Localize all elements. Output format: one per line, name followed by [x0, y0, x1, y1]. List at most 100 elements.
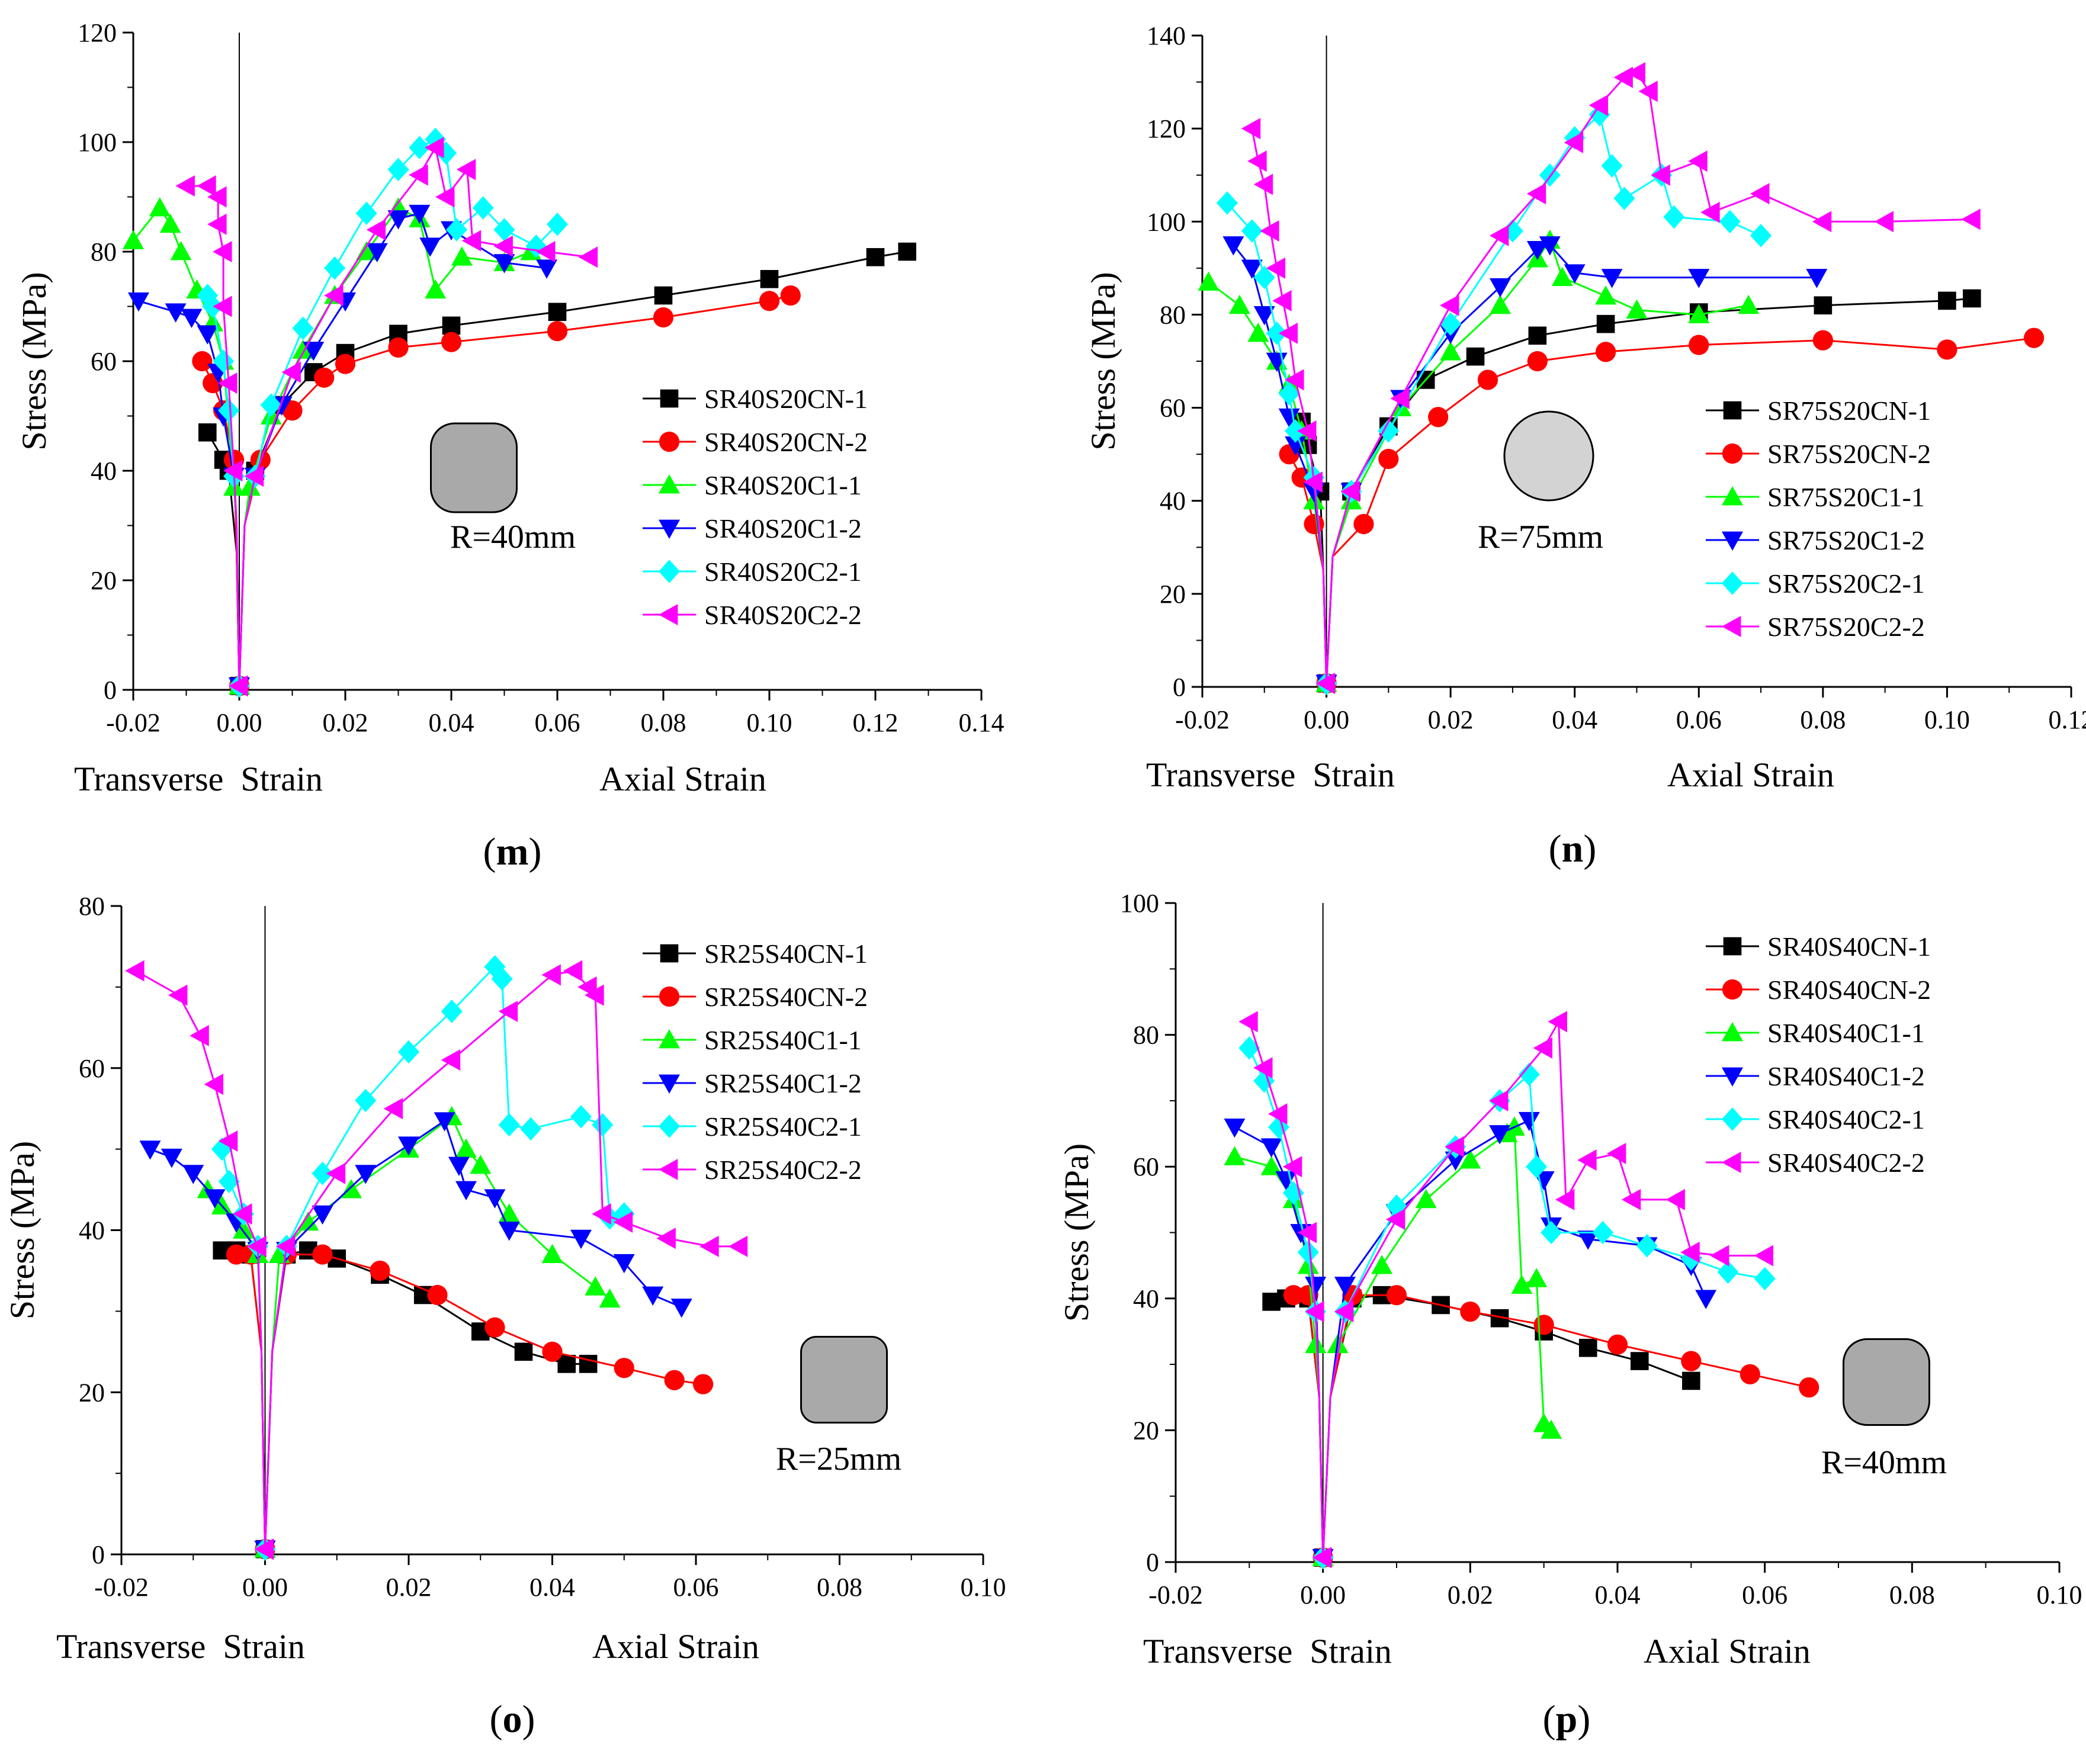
data-point: [1224, 1119, 1246, 1138]
data-point: [1340, 481, 1360, 502]
data-point: [1445, 1151, 1466, 1171]
data-point: [1272, 290, 1292, 311]
x-tick-label: 0.02: [323, 708, 368, 737]
data-point: [520, 1117, 542, 1141]
data-point: [1555, 1188, 1575, 1210]
legend-entry: SR40S20C1-1: [643, 470, 862, 500]
panel-label-close-paren: ): [1583, 827, 1596, 870]
data-point: [441, 1049, 461, 1071]
legend-marker: [1722, 486, 1743, 506]
data-point: [355, 1165, 377, 1184]
data-point: [182, 1165, 204, 1184]
series-SR25S40C2-2: [125, 960, 748, 1560]
data-point: [341, 1179, 362, 1199]
series-line-right: [1326, 337, 2034, 685]
data-point: [542, 1341, 563, 1362]
data-point: [1812, 330, 1833, 351]
series-SR40S20C2-1: [197, 127, 568, 698]
data-point: [2024, 327, 2045, 348]
data-point: [197, 284, 219, 307]
legend-marker: [659, 1159, 678, 1180]
data-point: [1533, 1315, 1554, 1335]
data-point: [1577, 1149, 1597, 1171]
data-point: [435, 141, 457, 165]
data-point: [455, 1138, 477, 1158]
x-tick-label: 0.06: [1742, 1580, 1787, 1609]
data-point: [419, 237, 441, 257]
data-point: [642, 1286, 664, 1306]
data-point: [275, 1235, 296, 1257]
data-point: [780, 285, 801, 306]
legend-label: SR75S20CN-2: [1767, 439, 1931, 469]
data-point: [1799, 1377, 1819, 1398]
data-point: [491, 967, 513, 991]
data-point: [541, 1244, 563, 1263]
data-point: [541, 964, 561, 986]
series-SR40S40C1-1: [1224, 1116, 1562, 1566]
data-point: [461, 230, 482, 252]
data-point: [1588, 94, 1609, 116]
data-point: [1688, 150, 1708, 172]
data-point: [1665, 1188, 1685, 1210]
data-point: [292, 339, 314, 359]
data-point: [1874, 211, 1894, 233]
data-point: [1241, 118, 1261, 140]
data-point: [536, 241, 556, 262]
legend-entry: SR40S20CN-1: [643, 384, 868, 414]
data-point: [123, 230, 144, 249]
legend-marker: [1722, 443, 1743, 464]
data-point: [1695, 1290, 1717, 1309]
data-point: [1700, 201, 1720, 223]
x-tick-label: -0.02: [1175, 705, 1230, 734]
y-axis-title: Stress (MPa): [1084, 272, 1122, 450]
legend-marker: [1723, 937, 1742, 956]
y-tick-label: 40: [1133, 1284, 1159, 1313]
data-point: [1371, 1255, 1393, 1274]
legend-label: SR40S40CN-2: [1767, 975, 1931, 1005]
panel-label-letter: p: [1556, 1698, 1578, 1741]
data-point: [1378, 448, 1399, 470]
circular-section-icon: [1503, 410, 1594, 502]
legend-marker: [659, 604, 678, 625]
data-point: [409, 136, 431, 160]
data-point: [1278, 408, 1300, 428]
data-point: [312, 1244, 333, 1265]
data-point: [226, 1244, 247, 1265]
data-point: [456, 159, 476, 181]
data-point: [1681, 1351, 1702, 1371]
data-point: [1750, 224, 1772, 248]
data-point: [654, 286, 673, 305]
legend-label: SR25S40C1-1: [704, 1025, 862, 1055]
x-tick-label: 0.10: [961, 1573, 1006, 1602]
data-point: [247, 1235, 267, 1257]
data-point: [198, 423, 217, 442]
x-tick-label: 0.08: [817, 1573, 862, 1602]
data-point: [1541, 1220, 1562, 1245]
data-point: [1266, 257, 1286, 279]
data-point: [1260, 220, 1279, 242]
legend-label: SR40S40C1-1: [1767, 1018, 1925, 1048]
chart-panel-o: -0.02 0.00 0.02 0.04 0.06 0.08 0.10 0 20 40 60 80 St…: [3, 892, 1006, 1741]
data-point: [139, 1140, 161, 1160]
data-point: [1489, 1090, 1509, 1111]
data-point: [1814, 296, 1833, 315]
data-point: [455, 1181, 477, 1201]
series-SR40S40C2-1: [1238, 1036, 1776, 1570]
legend-label: SR75S20C1-2: [1767, 525, 1925, 555]
y-tick-label: 80: [1133, 1021, 1159, 1050]
data-point: [585, 984, 604, 1006]
data-point: [409, 164, 428, 186]
legend-marker: [659, 986, 680, 1007]
y-tick-label: 60: [91, 347, 117, 376]
transverse-strain-label: Transverse Strain: [74, 760, 323, 798]
x-tick-label: 0.10: [747, 708, 792, 737]
data-point: [1750, 183, 1770, 205]
data-point: [435, 186, 455, 208]
data-point: [547, 321, 568, 342]
series-line-left: [1293, 1294, 1324, 1559]
legend-marker: [1722, 1107, 1743, 1131]
data-point: [1503, 1116, 1525, 1136]
data-point: [1588, 102, 1610, 127]
data-point: [1626, 62, 1645, 83]
series-line-right: [264, 1115, 611, 1551]
